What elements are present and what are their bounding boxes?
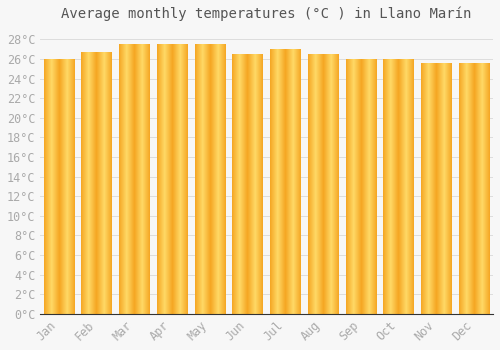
Title: Average monthly temperatures (°C ) in Llano Marín: Average monthly temperatures (°C ) in Ll… bbox=[62, 7, 472, 21]
